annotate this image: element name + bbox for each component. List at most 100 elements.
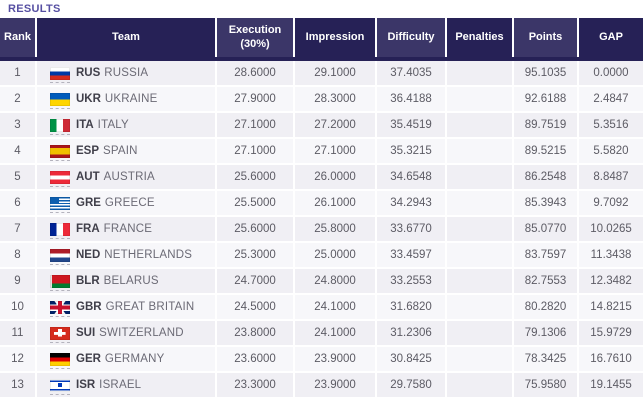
country-name: GREECE [104, 197, 155, 209]
country-name: BELARUS [103, 275, 159, 287]
rank-cell: 11 [0, 321, 35, 347]
team-label: BLR BELARUS [50, 272, 215, 291]
team-label: ITA ITALY [50, 116, 215, 135]
gap-cell: 15.9729 [577, 321, 643, 347]
penalties-cell [445, 191, 512, 217]
impression-cell: 24.1000 [293, 295, 375, 321]
execution-cell: 24.7000 [215, 269, 293, 295]
country-code: GER [76, 353, 101, 365]
country-code: SUI [76, 327, 96, 339]
country-code: GBR [76, 301, 102, 313]
col-header-gap: GAP [577, 18, 643, 57]
table-row: 5 AUT AUSTRIA 25.6000 26.0000 34.6548 86… [0, 165, 643, 191]
gap-cell: 19.1455 [577, 373, 643, 399]
team-label: RUS RUSSIA [50, 64, 215, 83]
gap-cell: 0.0000 [577, 61, 643, 87]
country-flag-icon [50, 66, 70, 83]
points-cell: 78.3425 [512, 347, 577, 373]
gap-cell: 9.7092 [577, 191, 643, 217]
points-cell: 75.9580 [512, 373, 577, 399]
points-cell: 85.3943 [512, 191, 577, 217]
table-row: 7 FRA FRANCE 25.6000 25.8000 33.6770 85.… [0, 217, 643, 243]
table-row: 1 RUS RUSSIA 28.6000 29.1000 37.4035 95.… [0, 61, 643, 87]
team-cell: ESP SPAIN [35, 139, 215, 165]
impression-cell: 29.1000 [293, 61, 375, 87]
country-name: RUSSIA [104, 67, 149, 79]
points-cell: 83.7597 [512, 243, 577, 269]
country-flag-icon [50, 196, 70, 213]
col-header-points: Points [512, 18, 577, 57]
results-table: Rank Team Execution (30%) Impression Dif… [0, 18, 643, 399]
country-flag-icon [50, 352, 70, 369]
country-code: ISR [76, 379, 96, 391]
execution-cell: 27.1000 [215, 139, 293, 165]
team-cell: BLR BELARUS [35, 269, 215, 295]
country-flag-icon [50, 274, 70, 291]
country-flag-icon [50, 222, 70, 239]
penalties-cell [445, 295, 512, 321]
impression-cell: 24.1000 [293, 321, 375, 347]
team-label: ESP SPAIN [50, 142, 215, 161]
table-row: 6 GRE GREECE 25.5000 26.1000 34.2943 85.… [0, 191, 643, 217]
team-label: SUI SWITZERLAND [50, 324, 215, 343]
country-flag-icon [50, 326, 70, 343]
gap-cell: 2.4847 [577, 87, 643, 113]
country-name: FRANCE [103, 223, 153, 235]
country-name: ITALY [97, 119, 129, 131]
team-cell: GER GERMANY [35, 347, 215, 373]
country-code: GRE [76, 197, 101, 209]
penalties-cell [445, 243, 512, 269]
impression-cell: 28.3000 [293, 87, 375, 113]
team-label: ISR ISRAEL [50, 376, 215, 395]
rank-cell: 9 [0, 269, 35, 295]
country-code: BLR [76, 275, 100, 287]
rank-cell: 1 [0, 61, 35, 87]
country-name: ISRAEL [99, 379, 142, 391]
col-header-difficulty: Difficulty [375, 18, 445, 57]
rank-cell: 6 [0, 191, 35, 217]
table-header-row: Rank Team Execution (30%) Impression Dif… [0, 18, 643, 57]
penalties-cell [445, 61, 512, 87]
rank-cell: 12 [0, 347, 35, 373]
col-header-rank: Rank [0, 18, 35, 57]
rank-cell: 4 [0, 139, 35, 165]
difficulty-cell: 31.2306 [375, 321, 445, 347]
difficulty-cell: 33.4597 [375, 243, 445, 269]
execution-cell: 23.6000 [215, 347, 293, 373]
team-cell: GRE GREECE [35, 191, 215, 217]
gap-cell: 5.5820 [577, 139, 643, 165]
team-cell: ISR ISRAEL [35, 373, 215, 399]
difficulty-cell: 33.6770 [375, 217, 445, 243]
rank-cell: 7 [0, 217, 35, 243]
rank-cell: 10 [0, 295, 35, 321]
impression-cell: 25.8000 [293, 217, 375, 243]
penalties-cell [445, 321, 512, 347]
penalties-cell [445, 165, 512, 191]
team-cell: NED NETHERLANDS [35, 243, 215, 269]
table-header: Rank Team Execution (30%) Impression Dif… [0, 18, 643, 61]
team-label: FRA FRANCE [50, 220, 215, 239]
penalties-cell [445, 113, 512, 139]
table-row: 3 ITA ITALY 27.1000 27.2000 35.4519 89.7… [0, 113, 643, 139]
team-label: GER GERMANY [50, 350, 215, 369]
team-cell: UKR UKRAINE [35, 87, 215, 113]
country-name: SPAIN [103, 145, 138, 157]
rank-cell: 13 [0, 373, 35, 399]
table-row: 4 ESP SPAIN 27.1000 27.1000 35.3215 89.5… [0, 139, 643, 165]
rank-cell: 3 [0, 113, 35, 139]
gap-cell: 16.7610 [577, 347, 643, 373]
execution-cell: 28.6000 [215, 61, 293, 87]
difficulty-cell: 36.4188 [375, 87, 445, 113]
table-row: 9 BLR BELARUS 24.7000 24.8000 33.2553 82… [0, 269, 643, 295]
impression-cell: 27.2000 [293, 113, 375, 139]
team-cell: FRA FRANCE [35, 217, 215, 243]
difficulty-cell: 34.6548 [375, 165, 445, 191]
team-cell: SUI SWITZERLAND [35, 321, 215, 347]
col-header-penalties: Penalties [445, 18, 512, 57]
country-code: ITA [76, 119, 94, 131]
country-flag-icon [50, 144, 70, 161]
impression-cell: 24.8000 [293, 269, 375, 295]
impression-cell: 23.9000 [293, 373, 375, 399]
country-name: GREAT BRITAIN [105, 301, 195, 313]
